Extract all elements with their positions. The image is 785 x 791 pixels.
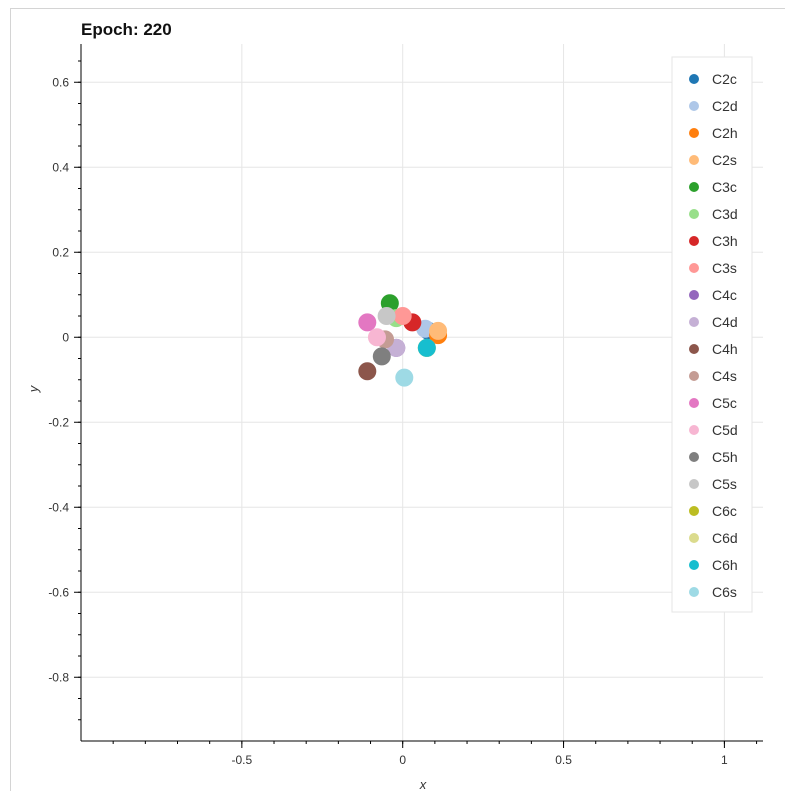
legend-marker-c3c — [689, 182, 699, 192]
point-c5h — [372, 347, 391, 366]
legend-label-c6c: C6c — [712, 503, 737, 519]
point-c5d — [367, 328, 386, 347]
legend-marker-c5s — [689, 479, 699, 489]
y-tick-label: 0 — [62, 330, 69, 344]
legend-label-c3h: C3h — [712, 233, 738, 249]
legend-marker-c4h — [689, 344, 699, 354]
legend-label-c3c: C3c — [712, 179, 737, 195]
legend-label-c6s: C6s — [712, 584, 737, 600]
legend-marker-c5d — [689, 425, 699, 435]
point-c3s — [393, 307, 412, 325]
x-tick-label: 0 — [399, 753, 406, 767]
legend-box — [671, 56, 753, 613]
legend-marker-c3s — [689, 263, 699, 273]
legend-marker-c2c — [689, 74, 699, 84]
y-tick-label: -0.4 — [48, 500, 69, 514]
legend-label-c6h: C6h — [712, 557, 738, 573]
legend-label-c5s: C5s — [712, 476, 737, 492]
legend-marker-c6h — [689, 560, 699, 570]
legend-label-c6d: C6d — [712, 530, 738, 546]
legend-label-c2d: C2d — [712, 98, 738, 114]
legend-label-c2c: C2c — [712, 71, 737, 87]
x-tick-label: 0.5 — [555, 753, 572, 767]
legend-marker-c3d — [689, 209, 699, 219]
legend-label-c4h: C4h — [712, 341, 738, 357]
y-tick-label: -0.6 — [48, 585, 69, 599]
legend-label-c3s: C3s — [712, 260, 737, 276]
legend-marker-c2s — [689, 155, 699, 165]
legend-marker-c6d — [689, 533, 699, 543]
chart-title: Epoch: 220 — [81, 20, 172, 39]
legend-label-c4d: C4d — [712, 314, 738, 330]
y-tick-label: 0.2 — [52, 245, 69, 259]
legend-marker-c4s — [689, 371, 699, 381]
legend-marker-c2h — [689, 128, 699, 138]
legend-label-c5h: C5h — [712, 449, 738, 465]
legend-label-c4c: C4c — [712, 287, 737, 303]
legend-label-c2s: C2s — [712, 152, 737, 168]
axes: -0.5 0 0.5 1 0.6 0.4 0.2 0 -0.2 -0.4 -0.6 -0.8 — [48, 44, 763, 767]
x-tick-label: -0.5 — [232, 753, 253, 767]
legend-label-c3d: C3d — [712, 206, 738, 222]
legend-marker-c5c — [689, 398, 699, 408]
legend: C2c C2d C2h C2s C3c C3d C3h C3s C4c C4d C4h C4s C5c C… — [671, 56, 753, 613]
point-c2s — [429, 321, 448, 340]
point-c5c — [358, 313, 377, 332]
point-c4h — [358, 362, 377, 381]
legend-marker-c6s — [689, 587, 699, 597]
plot-frame — [10, 8, 785, 791]
legend-label-c5d: C5d — [712, 422, 738, 438]
legend-marker-c4d — [689, 317, 699, 327]
y-tick-label: 0.4 — [52, 160, 69, 174]
point-c5s — [377, 307, 396, 325]
legend-marker-c5h — [689, 452, 699, 462]
point-c6s — [395, 368, 414, 387]
x-axis-label: x — [419, 777, 427, 791]
y-tick-label: -0.8 — [48, 670, 69, 684]
point-c6h — [417, 338, 436, 357]
legend-label-c4s: C4s — [712, 368, 737, 384]
y-tick-label: -0.2 — [48, 415, 69, 429]
legend-marker-c3h — [689, 236, 699, 246]
legend-label-c2h: C2h — [712, 125, 738, 141]
legend-marker-c2d — [689, 101, 699, 111]
x-tick-label: 1 — [721, 753, 728, 767]
grid-lines — [81, 44, 763, 741]
legend-label-c5c: C5c — [712, 395, 737, 411]
data-points — [358, 294, 448, 387]
y-tick-label: 0.6 — [52, 75, 69, 89]
legend-marker-c4c — [689, 290, 699, 300]
y-axis-label: y — [26, 384, 41, 393]
legend-marker-c6c — [689, 506, 699, 516]
